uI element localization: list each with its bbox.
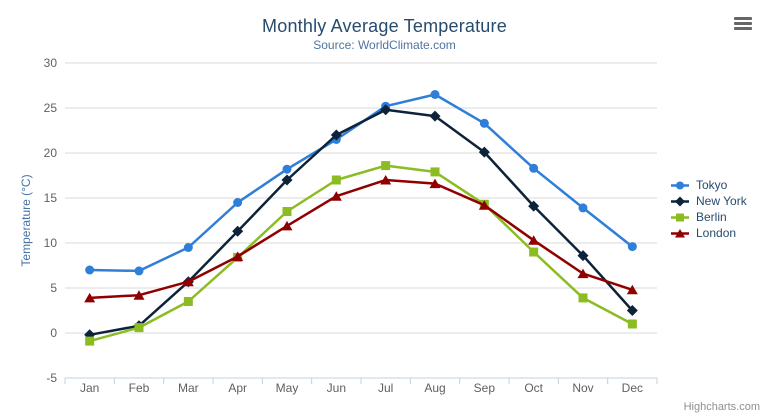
x-tick-label: Dec bbox=[622, 381, 643, 395]
data-point-marker[interactable] bbox=[183, 297, 193, 306]
data-point-marker[interactable] bbox=[330, 191, 342, 201]
data-point-marker[interactable] bbox=[578, 293, 588, 303]
export-menu-button[interactable] bbox=[730, 11, 756, 35]
data-point-marker[interactable] bbox=[84, 292, 96, 303]
legend-item-label: New York bbox=[696, 194, 747, 208]
y-tick-label: 10 bbox=[44, 236, 58, 250]
legend-item-new-york[interactable]: New York bbox=[671, 193, 747, 209]
data-point-marker[interactable] bbox=[577, 250, 589, 262]
data-point-marker[interactable] bbox=[85, 265, 95, 275]
data-point-marker[interactable] bbox=[479, 118, 489, 128]
x-tick-label: Mar bbox=[178, 381, 199, 395]
data-point-marker[interactable] bbox=[529, 163, 539, 173]
legend-item-label: Berlin bbox=[696, 210, 727, 224]
x-tick-label: May bbox=[276, 381, 299, 395]
y-axis-title: Temperature (°C) bbox=[19, 174, 33, 266]
series-line[interactable] bbox=[88, 108, 634, 337]
x-tick-label: Oct bbox=[524, 381, 543, 395]
x-tick-label: Aug bbox=[424, 381, 445, 395]
x-axis bbox=[64, 377, 658, 384]
x-tick-label: Jan bbox=[80, 381, 99, 395]
data-point-marker[interactable] bbox=[233, 198, 243, 207]
circle-legend-marker-icon bbox=[671, 181, 689, 189]
data-point-marker[interactable] bbox=[85, 336, 95, 346]
data-point-marker[interactable] bbox=[478, 146, 490, 158]
chart-title: Monthly Average Temperature bbox=[262, 16, 507, 36]
x-axis-labels: Jan Feb Mar Apr May Jun Jul Aug Sep Oct Nov Dec bbox=[80, 381, 643, 395]
data-point-marker[interactable] bbox=[529, 247, 539, 257]
series-new-york bbox=[84, 104, 638, 341]
y-tick-label: 0 bbox=[50, 326, 57, 340]
x-tick-label: Sep bbox=[474, 381, 496, 395]
y-tick-label: 20 bbox=[44, 146, 58, 160]
data-point-marker[interactable] bbox=[134, 266, 144, 276]
y-tick-label: 30 bbox=[44, 56, 58, 70]
data-point-marker[interactable] bbox=[380, 175, 392, 185]
data-point-marker[interactable] bbox=[281, 174, 293, 186]
data-point-marker[interactable] bbox=[381, 161, 391, 171]
legend-item-tokyo[interactable]: Tokyo bbox=[671, 177, 747, 193]
x-tick-label: Jun bbox=[327, 381, 346, 395]
data-point-marker[interactable] bbox=[627, 242, 637, 252]
data-point-marker[interactable] bbox=[183, 243, 193, 252]
data-point-marker[interactable] bbox=[330, 129, 342, 141]
data-point-marker[interactable] bbox=[182, 276, 194, 287]
data-point-marker[interactable] bbox=[430, 167, 440, 177]
legend-item-london[interactable]: London bbox=[671, 225, 747, 241]
y-axis-labels: -5 0 5 10 15 20 25 30 bbox=[44, 56, 58, 385]
x-tick-label: Feb bbox=[129, 381, 150, 395]
data-point-marker[interactable] bbox=[281, 220, 293, 231]
data-point-marker[interactable] bbox=[232, 251, 244, 262]
x-tick-label: Apr bbox=[228, 381, 247, 395]
data-point-marker[interactable] bbox=[528, 200, 540, 212]
data-point-marker[interactable] bbox=[626, 305, 638, 316]
data-point-marker[interactable] bbox=[430, 90, 440, 99]
legend-item-berlin[interactable]: Berlin bbox=[671, 209, 747, 225]
series-berlin bbox=[85, 161, 637, 346]
data-point-marker[interactable] bbox=[380, 104, 392, 116]
data-point-marker[interactable] bbox=[528, 235, 540, 245]
series-london bbox=[84, 175, 638, 303]
legend-item-label: London bbox=[696, 226, 737, 240]
y-tick-label: 15 bbox=[44, 191, 58, 205]
y-tick-label: -5 bbox=[46, 371, 57, 385]
legend-item-label: Tokyo bbox=[696, 178, 728, 192]
data-point-marker[interactable] bbox=[232, 225, 244, 237]
chart-subtitle: Source: WorldClimate.com bbox=[313, 38, 456, 52]
diamond-legend-marker-icon bbox=[671, 196, 689, 206]
series-tokyo bbox=[85, 90, 637, 276]
square-legend-marker-icon bbox=[671, 213, 689, 221]
data-point-marker[interactable] bbox=[282, 207, 292, 216]
data-point-marker[interactable] bbox=[627, 319, 637, 329]
data-point-marker[interactable] bbox=[134, 323, 144, 333]
data-point-marker[interactable] bbox=[478, 200, 490, 210]
data-point-marker[interactable] bbox=[577, 268, 589, 279]
y-tick-label: 5 bbox=[50, 281, 57, 295]
series-line[interactable] bbox=[88, 164, 634, 343]
grid-lines bbox=[65, 62, 657, 379]
data-point-marker[interactable] bbox=[429, 178, 441, 189]
data-point-marker[interactable] bbox=[331, 175, 341, 185]
y-tick-label: 25 bbox=[44, 101, 58, 115]
triangle-legend-marker-icon bbox=[671, 228, 689, 237]
series-line[interactable] bbox=[88, 178, 634, 300]
series-line[interactable] bbox=[88, 93, 634, 273]
data-point-marker[interactable] bbox=[429, 110, 441, 122]
x-tick-label: Jul bbox=[378, 381, 393, 395]
data-point-marker[interactable] bbox=[626, 284, 638, 295]
legend: Tokyo New York Berlin London bbox=[671, 177, 747, 241]
data-point-marker[interactable] bbox=[133, 290, 145, 300]
data-point-marker[interactable] bbox=[578, 203, 588, 213]
credits-link[interactable]: Highcharts.com bbox=[683, 401, 760, 413]
x-tick-label: Nov bbox=[572, 381, 593, 395]
data-point-marker[interactable] bbox=[282, 164, 292, 174]
